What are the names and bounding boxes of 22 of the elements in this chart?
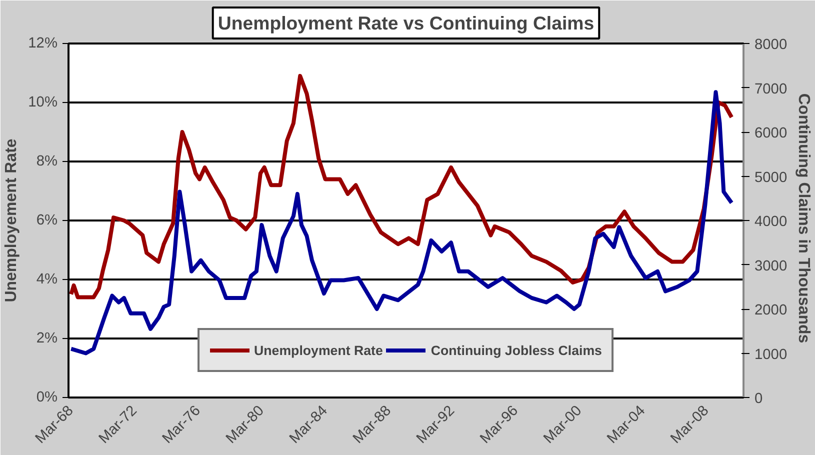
y-tick-label: 12% [28, 36, 58, 52]
y2-tick-label: 3000 [754, 258, 788, 274]
y-tick-label: 2% [36, 330, 58, 346]
y2-tick-label: 6000 [754, 126, 788, 142]
y2-tick-label: 7000 [754, 81, 788, 98]
y-axis-title: Unemployement Rate [3, 138, 20, 302]
chart-title: Unemployment Rate vs Continuing Claims [218, 12, 594, 34]
y2-tick-label: 2000 [754, 302, 788, 318]
y2-tick-label: 8000 [754, 37, 788, 53]
y-tick-label: 0% [36, 390, 58, 406]
y2-tick-label: 1000 [754, 346, 788, 363]
line-series [69, 74, 734, 300]
y-tick-label: 8% [36, 154, 58, 170]
y2-axis-title: Continuing Claims in Thousands [795, 93, 812, 344]
y-tick-label: 10% [28, 94, 58, 110]
y2-tick-label: 0 [754, 391, 763, 407]
y-tick-label: 4% [36, 272, 58, 288]
y2-tick-label: 5000 [754, 170, 788, 186]
y-tick-label: 6% [36, 212, 58, 228]
legend-label: Unemployment Rate [254, 342, 383, 358]
y2-tick-label: 4000 [754, 214, 788, 230]
legend-label: Continuing Jobless Claims [430, 342, 602, 358]
